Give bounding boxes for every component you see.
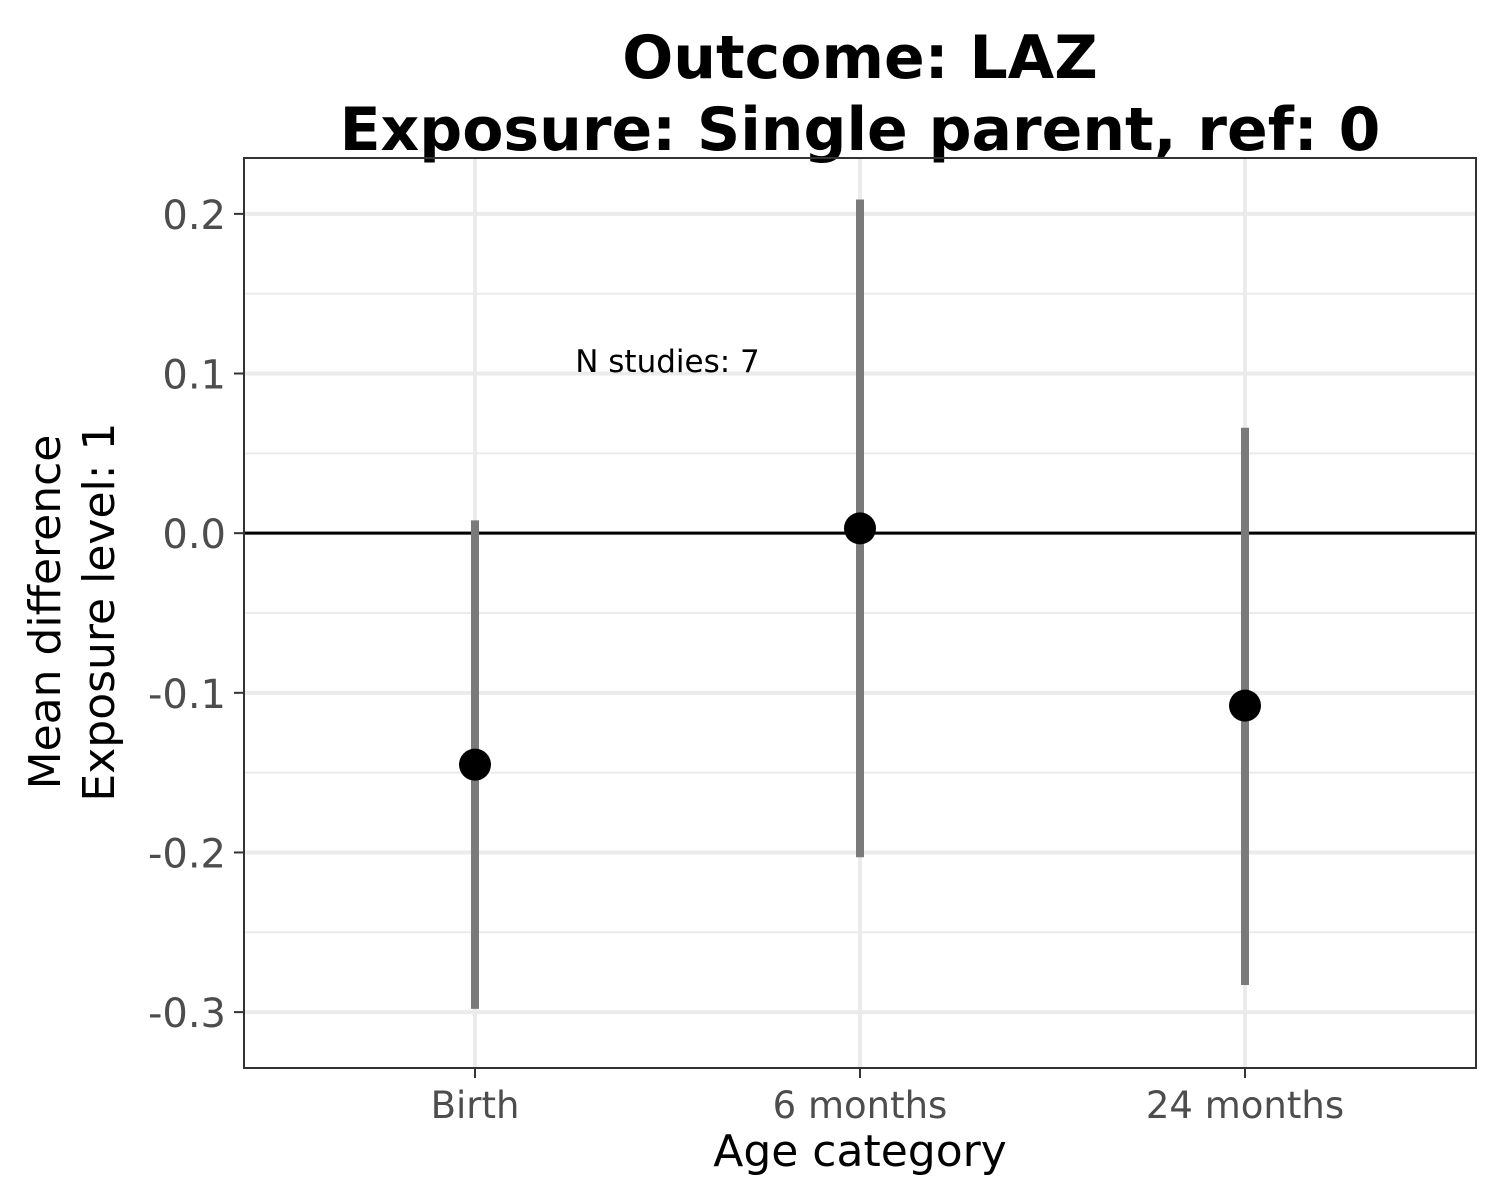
x-tick-label: Birth bbox=[431, 1084, 520, 1127]
y-axis: -0.3 -0.2 -0.1 0.0 0.1 0.2 bbox=[148, 193, 244, 1037]
y-axis-title-line2: Exposure level: 1 bbox=[74, 422, 125, 801]
chart-title-line1: Outcome: LAZ bbox=[622, 23, 1097, 93]
data-marks bbox=[459, 199, 1261, 1009]
y-tick-label: -0.3 bbox=[148, 991, 226, 1037]
y-tick-label: 0.1 bbox=[162, 353, 226, 399]
x-tick-label: 6 months bbox=[773, 1084, 948, 1127]
y-tick-label: -0.2 bbox=[148, 831, 226, 877]
estimate-point bbox=[844, 512, 876, 545]
chart-title-line2: Exposure: Single parent, ref: 0 bbox=[340, 95, 1381, 165]
y-tick-label: 0.0 bbox=[162, 512, 226, 558]
y-axis-title-line1: Mean difference bbox=[20, 435, 71, 790]
y-tick-label: 0.2 bbox=[162, 193, 226, 239]
x-axis: Birth 6 months 24 months bbox=[431, 1068, 1344, 1127]
estimate-point bbox=[459, 748, 491, 781]
x-tick-label: 24 months bbox=[1146, 1084, 1344, 1127]
y-tick-label: -0.1 bbox=[148, 672, 226, 718]
estimate-point bbox=[1229, 689, 1261, 722]
x-axis-title: Age category bbox=[713, 1126, 1007, 1177]
n-studies-annotation: N studies: 7 bbox=[575, 344, 760, 380]
